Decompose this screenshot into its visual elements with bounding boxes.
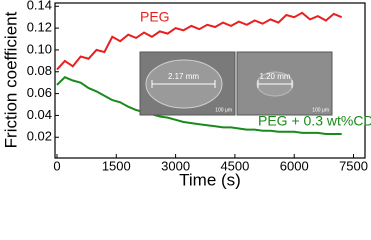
x-tick-label: 7500: [339, 158, 368, 173]
x-tick-label: 3000: [161, 158, 190, 173]
y-axis-title: Friction coefficient: [1, 11, 20, 148]
series-line: [56, 76, 342, 135]
x-tick-label: 1500: [102, 158, 131, 173]
scale-label: 100 μm: [215, 107, 232, 113]
inset-label: 2.17 mm: [168, 72, 199, 81]
legend-label: PEG + 0.3 wt%CDs: [258, 113, 371, 129]
x-tick-label: 6000: [280, 158, 309, 173]
y-tick-label: 0.10: [27, 41, 52, 56]
legend-label: PEG: [140, 9, 170, 25]
x-tick-label: 4500: [220, 158, 249, 173]
x-axis-title: Time (s): [179, 170, 241, 189]
series-line: [56, 11, 343, 71]
plot-frame: [54, 2, 366, 159]
y-tick-label: 0.12: [27, 20, 52, 35]
y-tick-label: 0.14: [27, 0, 52, 13]
y-tick-label: 0.04: [27, 107, 52, 122]
inset-label: 1.20 mm: [259, 72, 290, 81]
chart: Friction coefficient Time (s) 0.02 0.04 0.…: [1, 0, 371, 189]
y-tick-label: 0.02: [27, 129, 52, 144]
x-tick-label: 0: [53, 158, 60, 173]
y-tick-label: 0.08: [27, 63, 52, 78]
scale-label: 100 μm: [312, 107, 329, 113]
y-tick-label: 0.06: [27, 85, 52, 100]
